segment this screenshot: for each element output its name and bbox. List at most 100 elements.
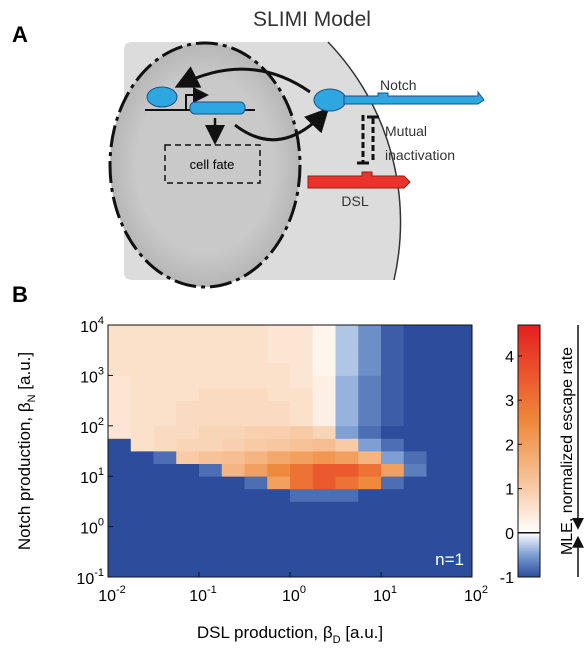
heatmap-cell — [449, 476, 473, 490]
heatmap-cell — [426, 526, 450, 540]
heatmap-cell — [108, 463, 132, 477]
heatmap-cell — [221, 388, 245, 401]
heatmap-cell — [130, 438, 154, 452]
colorbar — [517, 324, 541, 578]
heatmap-cell — [290, 388, 314, 401]
heatmap-cell — [381, 514, 405, 527]
heatmap-cell — [176, 451, 200, 464]
heatmap-cell — [267, 337, 291, 351]
heatmap-cell — [199, 451, 223, 464]
heatmap-cell — [403, 501, 427, 515]
heatmap-cell — [221, 375, 245, 389]
heatmap-cell — [176, 501, 200, 515]
heatmap-cell — [221, 451, 245, 464]
heatmap-cell — [358, 413, 382, 427]
heatmap-cell — [449, 325, 473, 338]
heatmap-cell — [312, 375, 336, 389]
tick-base: 10 — [76, 571, 94, 588]
heatmap-cell — [176, 514, 200, 527]
heatmap-cell — [153, 337, 177, 351]
heatmap-cell — [449, 551, 473, 565]
heatmap-cell — [199, 350, 223, 364]
heatmap-cell — [381, 362, 405, 376]
heatmap-cell — [358, 438, 382, 452]
heatmap-cell — [312, 463, 336, 477]
heatmap-cell — [244, 539, 268, 553]
heatmap-cell — [267, 325, 291, 338]
heatmap-cell — [176, 476, 200, 490]
heatmap-cell — [426, 325, 450, 338]
heatmap-cell — [130, 425, 154, 439]
tick-label: 101 — [373, 584, 397, 605]
heatmap-cell — [267, 350, 291, 364]
heatmap-cell — [335, 476, 359, 490]
heatmap-cell — [381, 375, 405, 389]
heatmap-cell — [153, 425, 177, 439]
heatmap-cell — [403, 551, 427, 565]
heatmap-cell — [290, 564, 314, 578]
heatmap-cell — [267, 388, 291, 401]
heatmap-cell — [221, 425, 245, 439]
heatmap-cell — [449, 337, 473, 351]
heatmap-cell — [403, 350, 427, 364]
heatmap-cell — [403, 539, 427, 553]
colorbar-label: MLE, normalized escape rate — [559, 347, 576, 555]
heatmap-cell — [335, 451, 359, 464]
heatmap-cell — [221, 463, 245, 477]
heatmap-cell — [130, 539, 154, 553]
heatmap-cell — [403, 476, 427, 490]
heatmap-cell — [130, 488, 154, 502]
heatmap-cell — [290, 337, 314, 351]
heatmap-cell — [199, 438, 223, 452]
heatmap-cell — [221, 564, 245, 578]
heatmap-cell — [267, 375, 291, 389]
heatmap-cell — [176, 413, 200, 427]
heatmap-cell — [312, 551, 336, 565]
heatmap-cell — [108, 551, 132, 565]
label: DSL — [341, 193, 368, 209]
colorbar-tick-label: -1 — [500, 570, 514, 587]
tick-exponent: 0 — [98, 517, 104, 529]
heatmap-cell — [176, 400, 200, 414]
heatmap-cell — [312, 413, 336, 427]
colorbar-tick-label: 1 — [505, 482, 514, 499]
heatmap-cell — [449, 488, 473, 502]
heatmap-cell — [153, 400, 177, 414]
heatmap-cell — [244, 551, 268, 565]
heatmap-cell — [426, 400, 450, 414]
heatmap-cell — [290, 526, 314, 540]
heatmap-cell — [312, 325, 336, 338]
heatmap-cell — [426, 451, 450, 464]
heatmap-cell — [199, 514, 223, 527]
heatmap-cell — [108, 476, 132, 490]
tick-base: 10 — [373, 588, 391, 605]
heatmap-cell — [199, 551, 223, 565]
heatmap-cell — [290, 501, 314, 515]
heatmap-cell — [290, 413, 314, 427]
heatmap-cell — [335, 514, 359, 527]
tick-exponent: -1 — [94, 567, 104, 579]
heatmap-cell — [335, 337, 359, 351]
heatmap-cell — [426, 438, 450, 452]
heatmap-cell — [130, 413, 154, 427]
heatmap-cell — [244, 337, 268, 351]
heatmap-cell — [108, 325, 132, 338]
heatmap-cell — [108, 438, 132, 452]
heatmap-cell — [426, 413, 450, 427]
heatmap-cell — [290, 539, 314, 553]
heatmap-cell — [199, 425, 223, 439]
heatmap-cell — [449, 526, 473, 540]
tick-exponent: -1 — [207, 584, 217, 596]
heatmap-cell — [130, 526, 154, 540]
tick-exponent: 3 — [98, 365, 104, 377]
tick-exponent: 2 — [98, 416, 104, 428]
label: inactivation — [385, 147, 455, 163]
heatmap-cell — [335, 375, 359, 389]
heatmap-cell — [199, 413, 223, 427]
heatmap-cell — [267, 463, 291, 477]
heatmap-cell — [312, 362, 336, 376]
heatmap-cell — [267, 476, 291, 490]
heatmap-cell — [403, 337, 427, 351]
tick-base: 10 — [80, 470, 98, 487]
